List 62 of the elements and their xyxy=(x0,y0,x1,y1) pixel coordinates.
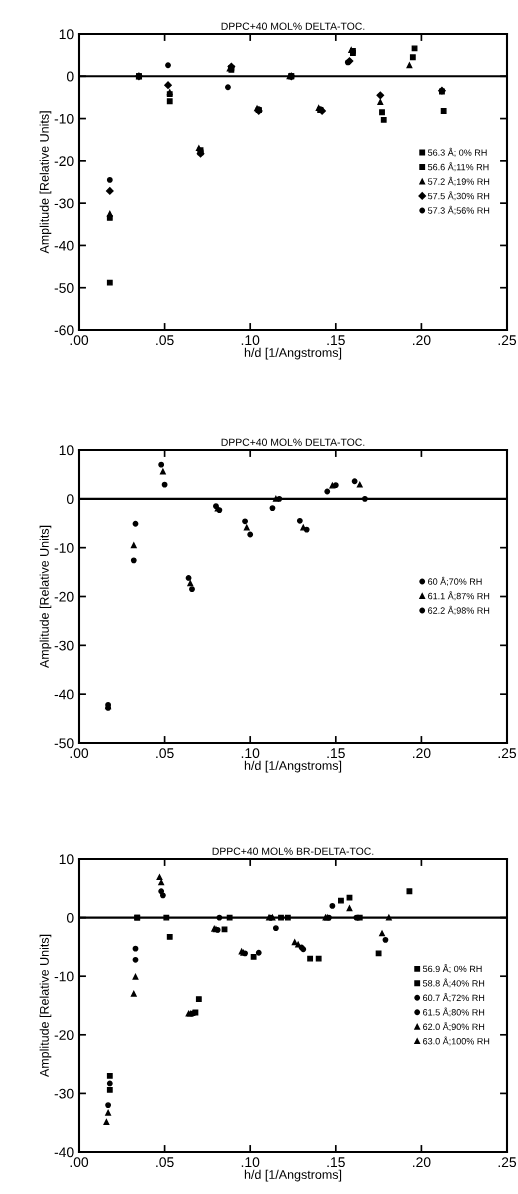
x-tick-label: .00 xyxy=(70,335,89,346)
y-tick-label: -30 xyxy=(54,1088,74,1099)
legend-label: 60.7 Å;72% RH xyxy=(423,993,485,1003)
chart-title: DPPC+40 MOL% DELTA-TOC. xyxy=(221,22,365,30)
legend-label: 61.5 Å;80% RH xyxy=(423,1007,485,1017)
x-tick-label: .00 xyxy=(70,1157,89,1168)
legend-label: 56.6 Å;11% RH xyxy=(427,162,489,172)
legend-label: 61.1 Å;87% RH xyxy=(428,591,490,601)
y-tick-label: 0 xyxy=(66,494,74,504)
y-tick-label: -10 xyxy=(54,113,74,124)
y-tick-label: -10 xyxy=(54,971,74,982)
y-tick-label: 0 xyxy=(66,71,74,82)
x-axis-title: h/d [1/Angstroms] xyxy=(244,1169,342,1182)
x-tick-label: .10 xyxy=(241,335,260,346)
x-tick-label: .25 xyxy=(498,748,517,759)
legend-label: 58.8 Å;40% RH xyxy=(422,978,485,988)
y-tick-label: -20 xyxy=(54,591,74,602)
y-tick-label: 10 xyxy=(59,29,74,40)
x-tick-label: .20 xyxy=(413,748,431,759)
y-tick-label: 10 xyxy=(59,445,74,456)
y-tick-label: -40 xyxy=(54,240,74,251)
y-tick-label: 10 xyxy=(59,854,74,865)
x-tick-label: .05 xyxy=(156,1157,174,1168)
legend-label: 56.3 Å; 0% RH xyxy=(427,147,487,157)
y-tick-label: -30 xyxy=(54,640,74,651)
x-tick-label: .15 xyxy=(327,1157,345,1168)
legend-label: 57.3 Å;56% RH xyxy=(427,205,490,215)
x-tick-label: .00 xyxy=(70,748,89,759)
y-axis-title: Amplitude [Relative Units] xyxy=(39,111,52,254)
x-axis-title: h/d [1/Angstroms] xyxy=(244,347,342,360)
x-tick-label: .05 xyxy=(156,335,174,346)
y-tick-label: -10 xyxy=(54,543,74,553)
legend-label: 56.9 Å; 0% RH xyxy=(422,964,482,974)
y-axis-title: Amplitude [Relative Units] xyxy=(39,525,52,669)
y-tick-label: -50 xyxy=(54,738,74,749)
legend-label: 62.0 Å;90% RH xyxy=(423,1021,485,1032)
y-tick-label: 0 xyxy=(66,912,74,923)
legend-label: 57.5 Å;30% RH xyxy=(427,191,490,201)
legend-label: 60 Å;70% RH xyxy=(428,576,482,586)
x-tick-label: .25 xyxy=(498,1157,517,1168)
y-tick-label: -30 xyxy=(54,198,74,209)
x-tick-label: .25 xyxy=(498,335,517,346)
chart-title: DPPC+40 MOL% DELTA-TOC. xyxy=(221,438,365,446)
legend-label: 63.0 Å;100% RH xyxy=(423,1036,490,1046)
x-tick-label: .10 xyxy=(241,1157,260,1168)
y-tick-label: -50 xyxy=(54,283,74,293)
y-axis-title: Amplitude [Relative Units] xyxy=(39,934,52,1078)
x-tick-label: .15 xyxy=(327,748,345,759)
x-tick-label: .10 xyxy=(241,748,260,759)
legend-label: 62.2 Å;98% RH xyxy=(428,605,490,615)
x-tick-label: .20 xyxy=(413,335,431,346)
y-tick-label: -20 xyxy=(54,156,74,167)
y-tick-label: -40 xyxy=(54,1147,74,1158)
x-tick-label: .05 xyxy=(156,748,174,759)
legend-label: 57.2 Å;19% RH xyxy=(427,176,490,186)
x-tick-label: .20 xyxy=(413,1157,431,1168)
chart-title: DPPC+40 MOL% BR-DELTA-TOC. xyxy=(212,847,374,855)
y-tick-label: -60 xyxy=(54,325,74,336)
x-tick-label: .15 xyxy=(327,335,345,346)
y-tick-label: -40 xyxy=(54,689,74,700)
y-tick-label: -20 xyxy=(54,1030,74,1040)
x-axis-title: h/d [1/Angstroms] xyxy=(244,760,342,773)
